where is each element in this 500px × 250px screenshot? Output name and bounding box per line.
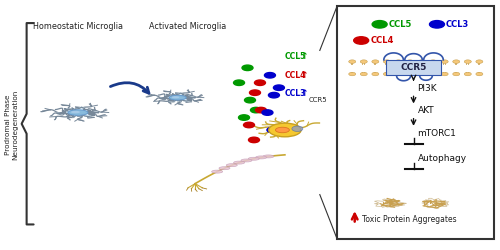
Text: ↑: ↑ bbox=[300, 52, 308, 61]
Text: Activated Microglia: Activated Microglia bbox=[149, 22, 226, 30]
Circle shape bbox=[372, 60, 379, 63]
Circle shape bbox=[464, 60, 471, 63]
Ellipse shape bbox=[219, 167, 230, 170]
Polygon shape bbox=[160, 93, 195, 101]
Ellipse shape bbox=[71, 111, 80, 113]
Circle shape bbox=[395, 60, 402, 63]
Ellipse shape bbox=[292, 126, 303, 132]
Circle shape bbox=[384, 60, 390, 63]
Text: AKT: AKT bbox=[418, 106, 434, 115]
Circle shape bbox=[418, 72, 425, 76]
Circle shape bbox=[406, 60, 414, 63]
Circle shape bbox=[372, 72, 379, 76]
Text: CCR5: CCR5 bbox=[309, 97, 328, 103]
Ellipse shape bbox=[226, 164, 237, 167]
Ellipse shape bbox=[169, 95, 186, 100]
Polygon shape bbox=[58, 107, 98, 117]
Text: CCL3: CCL3 bbox=[446, 20, 469, 29]
Text: CCL4: CCL4 bbox=[285, 71, 306, 80]
Circle shape bbox=[267, 127, 278, 133]
Circle shape bbox=[244, 98, 256, 103]
Ellipse shape bbox=[234, 161, 244, 164]
Circle shape bbox=[430, 60, 436, 63]
Text: ↑: ↑ bbox=[300, 90, 308, 98]
Circle shape bbox=[395, 72, 402, 76]
Ellipse shape bbox=[212, 170, 222, 173]
Ellipse shape bbox=[68, 110, 88, 115]
Circle shape bbox=[354, 37, 368, 44]
Circle shape bbox=[464, 72, 471, 76]
Circle shape bbox=[268, 92, 280, 98]
Circle shape bbox=[453, 60, 460, 63]
Circle shape bbox=[348, 60, 356, 63]
Text: CCL4: CCL4 bbox=[370, 36, 394, 45]
Ellipse shape bbox=[268, 123, 301, 137]
Circle shape bbox=[256, 107, 266, 113]
Circle shape bbox=[441, 72, 448, 76]
Circle shape bbox=[250, 90, 260, 96]
Circle shape bbox=[238, 115, 250, 120]
Circle shape bbox=[418, 60, 425, 63]
Text: Homeostatic Microglia: Homeostatic Microglia bbox=[33, 22, 123, 30]
Ellipse shape bbox=[241, 159, 252, 162]
FancyBboxPatch shape bbox=[386, 60, 441, 75]
Circle shape bbox=[248, 137, 260, 143]
Ellipse shape bbox=[276, 127, 289, 133]
Text: ↑: ↑ bbox=[300, 71, 308, 80]
Text: CCL5: CCL5 bbox=[285, 52, 306, 61]
Circle shape bbox=[360, 72, 368, 76]
Circle shape bbox=[384, 72, 390, 76]
Ellipse shape bbox=[256, 156, 266, 159]
Text: Autophagy: Autophagy bbox=[418, 154, 467, 162]
Circle shape bbox=[234, 80, 244, 86]
Circle shape bbox=[476, 60, 483, 63]
Text: PI3K: PI3K bbox=[418, 84, 437, 93]
Circle shape bbox=[242, 65, 253, 70]
Ellipse shape bbox=[263, 155, 274, 158]
Text: CCL5: CCL5 bbox=[388, 20, 412, 29]
Circle shape bbox=[348, 72, 356, 76]
Circle shape bbox=[453, 72, 460, 76]
Text: mTORC1: mTORC1 bbox=[418, 129, 457, 138]
Circle shape bbox=[441, 60, 448, 63]
Circle shape bbox=[244, 122, 254, 128]
Circle shape bbox=[254, 80, 266, 86]
Ellipse shape bbox=[172, 96, 180, 98]
Circle shape bbox=[476, 72, 483, 76]
Circle shape bbox=[250, 107, 262, 113]
Text: Prodromal Phase
Neurodegeneration: Prodromal Phase Neurodegeneration bbox=[5, 90, 18, 160]
Circle shape bbox=[274, 85, 284, 90]
FancyBboxPatch shape bbox=[338, 6, 494, 239]
Circle shape bbox=[372, 20, 387, 28]
Circle shape bbox=[360, 60, 368, 63]
Circle shape bbox=[262, 110, 273, 115]
Text: CCR5: CCR5 bbox=[400, 63, 426, 72]
Circle shape bbox=[430, 72, 436, 76]
Ellipse shape bbox=[248, 157, 259, 160]
Circle shape bbox=[264, 72, 276, 78]
Circle shape bbox=[406, 72, 414, 76]
Text: Toxic Protein Aggregates: Toxic Protein Aggregates bbox=[362, 215, 457, 224]
Text: CCL3: CCL3 bbox=[285, 90, 306, 98]
Circle shape bbox=[430, 20, 444, 28]
